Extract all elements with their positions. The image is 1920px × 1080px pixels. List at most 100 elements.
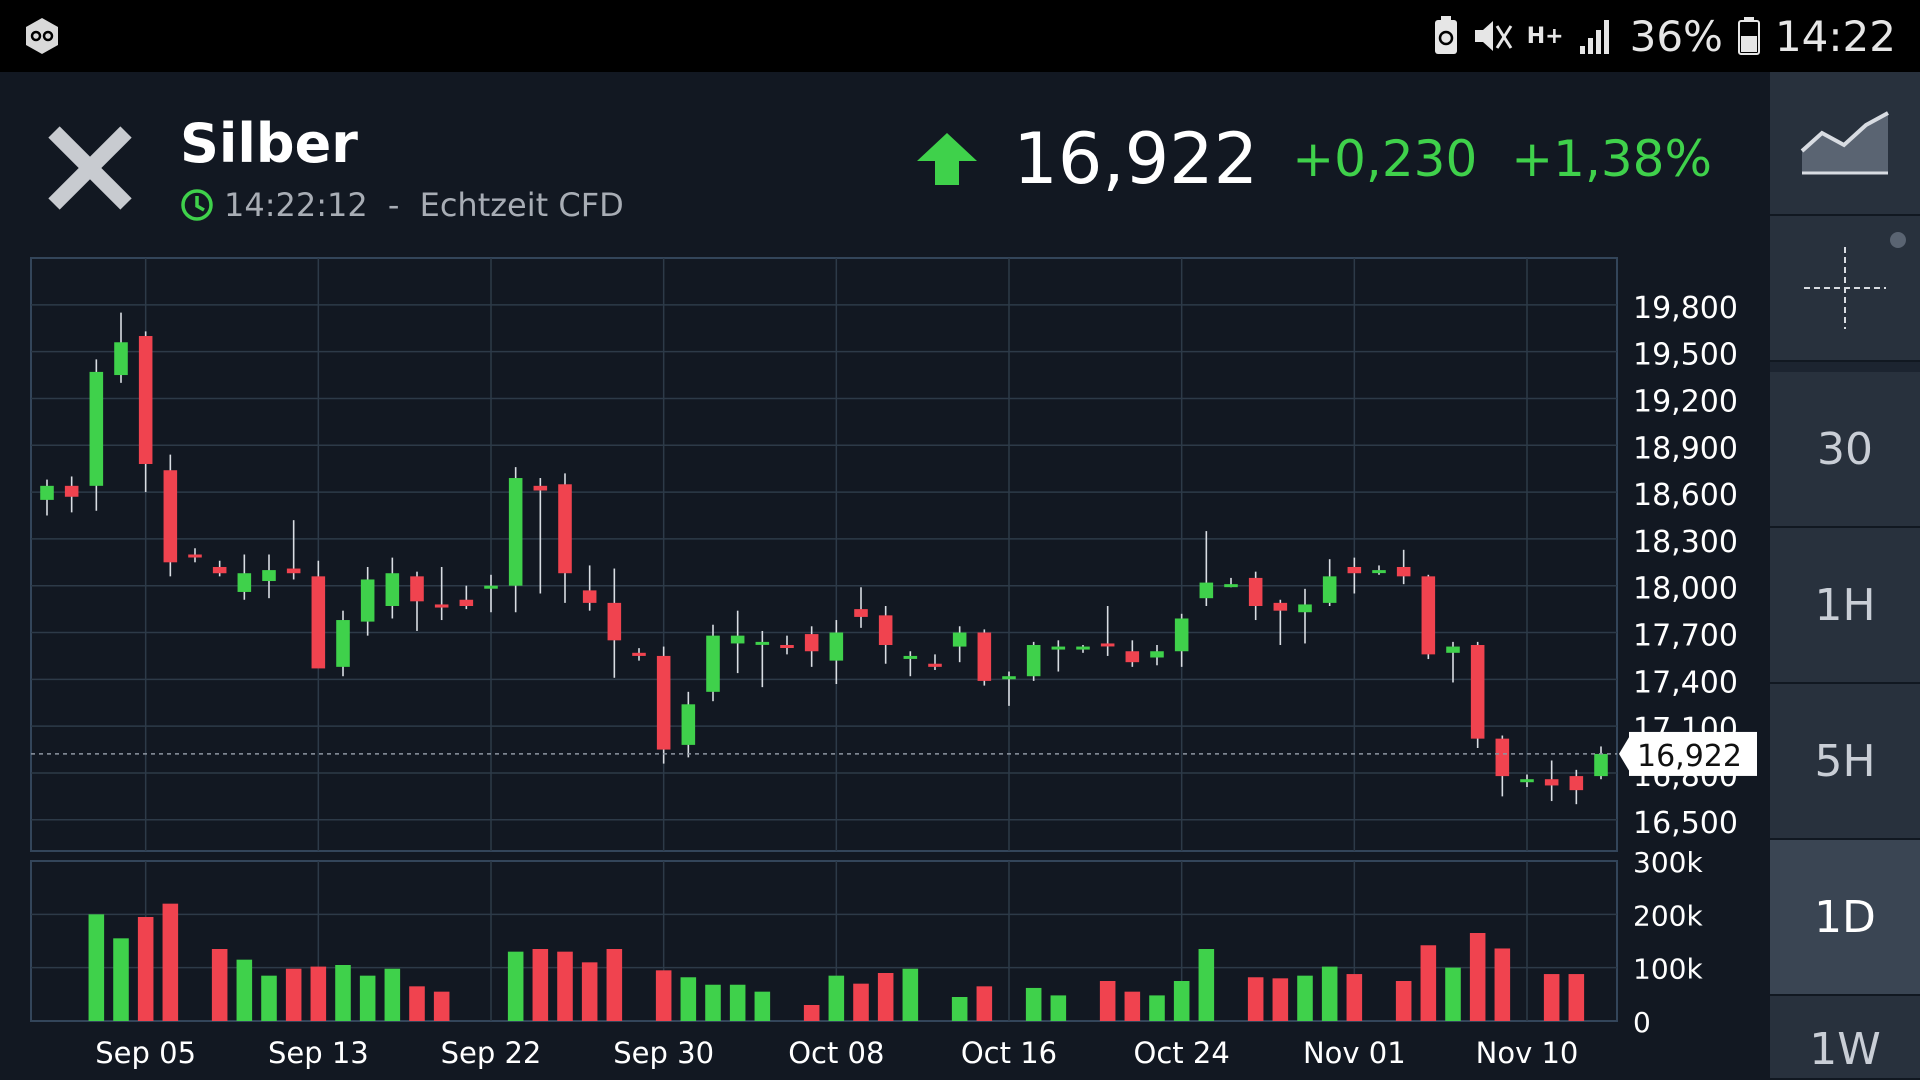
- candle-body: [656, 655, 671, 750]
- change-percent: +1,38%: [1511, 130, 1712, 188]
- candle-body: [434, 604, 449, 608]
- candle-body: [385, 573, 400, 606]
- volume-bar: [137, 917, 154, 1021]
- time-tick-label: Oct 16: [961, 1036, 1057, 1070]
- period-1h-button[interactable]: 1H: [1770, 528, 1920, 684]
- status-bar: H+ 36% 14:22: [0, 0, 1920, 72]
- period-1d-button[interactable]: 1D: [1770, 840, 1920, 996]
- candle-body: [1396, 566, 1411, 577]
- time-tick-label: Sep 05: [95, 1036, 196, 1070]
- candle-body: [64, 485, 79, 497]
- volume-bar: [1445, 967, 1461, 1021]
- candle-body: [1569, 776, 1584, 791]
- volume-bar: [211, 949, 228, 1021]
- time-tick-label: Sep 13: [268, 1036, 369, 1070]
- volume-bar: [261, 975, 277, 1021]
- volume-bar: [113, 938, 129, 1021]
- volume-bar: [285, 968, 302, 1021]
- candle-body: [1421, 576, 1436, 655]
- period-30-label: 30: [1817, 423, 1873, 475]
- candle-body: [1125, 651, 1140, 663]
- candle-body: [1298, 604, 1312, 613]
- volume-bar: [803, 1005, 820, 1021]
- close-icon[interactable]: [44, 122, 136, 214]
- candle-body: [1026, 645, 1041, 677]
- status-time: 14:22: [1774, 11, 1896, 61]
- volume-bar: [1568, 974, 1585, 1021]
- candle-body: [903, 655, 918, 659]
- candle-body: [854, 609, 868, 617]
- volume-bar: [1124, 991, 1141, 1021]
- time-tick-label: Oct 24: [1134, 1036, 1230, 1070]
- candle-body: [977, 632, 992, 681]
- volume-bar: [581, 962, 598, 1021]
- candle-body: [582, 590, 597, 603]
- volume-bar: [1272, 978, 1289, 1021]
- instrument-title: Silber: [180, 112, 358, 175]
- volume-bar: [1297, 975, 1313, 1021]
- quote-feed: Echtzeit CFD: [419, 186, 624, 224]
- price-summary: 16,922 +0,230 +1,38%: [915, 118, 1712, 200]
- price-tick-label: 19,800: [1633, 291, 1738, 326]
- quote-subline: 14:22:12 - Echtzeit CFD: [180, 186, 624, 224]
- crosshair-icon: [1804, 247, 1886, 329]
- candle-body: [262, 570, 276, 582]
- candle-body: [878, 615, 893, 646]
- candle-body: [1150, 651, 1164, 658]
- volume-bar: [951, 997, 968, 1021]
- candle-body: [533, 485, 548, 491]
- quote-time: 14:22:12: [224, 186, 368, 224]
- period-1w-button[interactable]: 1W: [1770, 996, 1920, 1080]
- last-price-tag: [1629, 731, 1757, 776]
- last-price: 16,922: [1013, 118, 1259, 200]
- candle-body: [336, 620, 350, 667]
- time-tick-label: Sep 30: [613, 1036, 714, 1070]
- volume-bar: [1050, 995, 1067, 1021]
- period-30-button[interactable]: 30: [1770, 372, 1920, 528]
- last-price-pointer: [1619, 733, 1631, 774]
- volume-bar: [1149, 995, 1165, 1021]
- volume-tick-label: 200k: [1633, 899, 1703, 932]
- volume-bar: [877, 973, 894, 1021]
- volume-bar: [1543, 974, 1560, 1021]
- volume-bar: [359, 975, 376, 1021]
- price-tick-label: 18,000: [1633, 572, 1738, 607]
- network-type: H+: [1526, 23, 1564, 49]
- period-1w-label: 1W: [1809, 1024, 1881, 1075]
- volume-bar: [236, 959, 253, 1021]
- volume-bar: [1025, 987, 1042, 1021]
- chart-type-button[interactable]: [1770, 72, 1920, 216]
- volume-bar: [1247, 977, 1264, 1021]
- period-1h-label: 1H: [1814, 579, 1876, 631]
- volume-bar: [976, 986, 993, 1021]
- change-absolute: +0,230: [1292, 130, 1478, 188]
- candle-body: [1051, 646, 1066, 650]
- candle-body: [1347, 566, 1362, 574]
- price-tick-label: 17,700: [1633, 619, 1738, 654]
- candle-body: [410, 576, 424, 602]
- volume-bar: [162, 903, 179, 1021]
- candle-body: [1520, 779, 1534, 783]
- candle-body: [360, 579, 375, 622]
- volume-bar: [1395, 981, 1412, 1021]
- period-5h-button[interactable]: 5H: [1770, 684, 1920, 840]
- sidebar: 30 1H 5H 1D 1W: [1770, 72, 1920, 1080]
- crosshair-button[interactable]: [1770, 216, 1920, 362]
- candle-body: [1470, 645, 1485, 739]
- candle-body: [1100, 643, 1115, 647]
- volume-bar: [1099, 981, 1116, 1021]
- volume-bar: [606, 949, 623, 1021]
- candle-body: [286, 568, 301, 574]
- volume-bar: [705, 984, 721, 1021]
- volume-bar: [409, 986, 425, 1021]
- time-tick-label: Nov 01: [1303, 1036, 1406, 1070]
- volume-bar: [1469, 933, 1486, 1021]
- volume-bar: [335, 965, 351, 1021]
- volume-bar: [828, 975, 845, 1021]
- candle-body: [114, 342, 128, 376]
- volume-bar: [1198, 949, 1215, 1021]
- price-chart[interactable]: 19,800 19,500 19,200 18,900 18,600 18,300 18,0…: [0, 72, 1770, 1080]
- battery-percent: 36%: [1629, 11, 1723, 61]
- period-5h-label: 5H: [1814, 735, 1876, 787]
- candle-body: [928, 663, 942, 667]
